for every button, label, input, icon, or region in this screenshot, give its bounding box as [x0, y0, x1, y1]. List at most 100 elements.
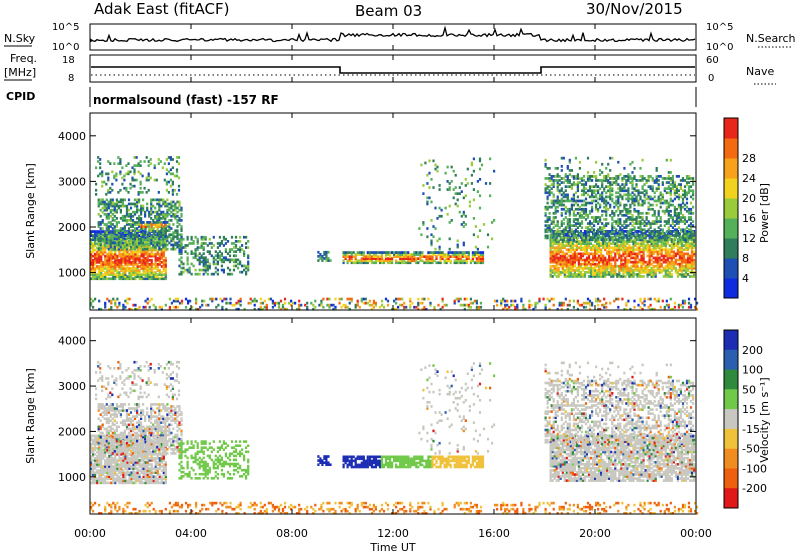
power-cell: [554, 179, 557, 182]
power-cell: [634, 260, 637, 264]
power-cell: [196, 246, 199, 249]
power-cell: [553, 254, 556, 258]
power-cell: [686, 266, 690, 270]
power-cell: [413, 257, 416, 260]
power-cell: [650, 250, 653, 254]
power-cell: [106, 246, 109, 250]
power-cell: [126, 261, 129, 264]
power-cell: [636, 256, 639, 260]
power-cell: [127, 202, 131, 206]
power-cell: [140, 241, 143, 245]
power-cell: [421, 259, 424, 263]
power-cell: [194, 250, 197, 253]
power-cell: [676, 271, 679, 274]
power-cell: [643, 195, 646, 199]
power-cell: [681, 177, 685, 180]
power-cell: [671, 175, 674, 178]
power-cell: [580, 238, 584, 242]
power-cell: [164, 204, 167, 208]
power-cell: [180, 219, 183, 222]
power-cell: [606, 242, 609, 245]
power-cell: [113, 208, 116, 212]
power-cell: [612, 246, 615, 250]
power-cell: [610, 252, 613, 256]
power-cell: [630, 250, 633, 254]
power-cell: [632, 240, 635, 243]
power-cell: [94, 297, 97, 301]
power-cell: [162, 277, 165, 281]
power-cell: [146, 252, 149, 256]
power-cell: [112, 261, 115, 264]
power-cell: [178, 245, 181, 249]
power-cell: [634, 254, 637, 258]
power-cell: [566, 199, 569, 203]
power-cell: [624, 258, 627, 262]
power-cell: [571, 232, 574, 235]
power-cell: [94, 234, 97, 237]
power-cell: [162, 229, 165, 232]
power-cell: [681, 214, 685, 217]
power-cell: [174, 297, 177, 301]
power-cell: [166, 239, 169, 243]
power-cell: [113, 231, 116, 234]
power-cell: [587, 256, 591, 260]
power-cell: [615, 234, 618, 238]
power-cell: [586, 177, 590, 180]
power-cell: [413, 259, 416, 263]
power-cell: [674, 260, 677, 264]
power-cell: [380, 261, 384, 265]
power-cell: [576, 207, 579, 211]
plot-title: Adak East (fitACF): [94, 0, 229, 18]
power-cell: [660, 258, 663, 262]
power-cell: [681, 220, 685, 223]
power-cell: [628, 252, 631, 256]
power-cell: [578, 222, 581, 225]
power-cell: [220, 240, 223, 243]
power-cell: [596, 262, 599, 266]
power-cell: [567, 250, 570, 254]
power-cell: [120, 277, 123, 281]
power-cell: [190, 272, 193, 276]
power-cell: [553, 248, 556, 252]
power-cell: [611, 226, 614, 229]
power-cell: [354, 257, 357, 260]
power-cell: [652, 271, 655, 274]
power-cell: [668, 260, 671, 264]
power-cell: [101, 210, 104, 214]
power-cell: [678, 240, 681, 243]
power-cell: [552, 199, 555, 203]
power-cell: [613, 232, 616, 236]
power-cell: [470, 173, 473, 177]
power-cell: [158, 217, 161, 220]
power-cell: [662, 269, 665, 272]
power-cell: [615, 191, 618, 195]
power-cell: [138, 229, 141, 232]
power-cell: [620, 240, 623, 243]
power-cell: [146, 237, 149, 241]
power-cell: [577, 269, 580, 272]
power-cell: [551, 275, 554, 278]
power-cell: [154, 252, 157, 256]
power-cell: [360, 259, 363, 263]
power-cell: [136, 254, 139, 258]
power-cell: [625, 183, 628, 186]
power-cell: [615, 228, 618, 232]
power-cell: [612, 264, 615, 268]
power-cell: [234, 254, 238, 258]
power-cell: [178, 208, 181, 212]
power-cell: [150, 208, 153, 212]
power-cell: [451, 253, 454, 256]
power-cell: [674, 266, 677, 270]
power-cell: [171, 182, 174, 186]
power-cell: [160, 250, 163, 254]
power-cell: [638, 250, 641, 254]
power-cell: [667, 171, 670, 174]
power-cell: [105, 227, 108, 230]
power-cell: [597, 232, 600, 236]
power-cell: [633, 238, 636, 242]
power-cell: [380, 253, 384, 256]
power-cell: [595, 177, 598, 180]
power-cell: [607, 189, 610, 193]
noise-panel: N.Sky 10^5 10^0 10^5 10^0 N.Search: [4, 22, 796, 53]
power-cell: [174, 243, 177, 247]
